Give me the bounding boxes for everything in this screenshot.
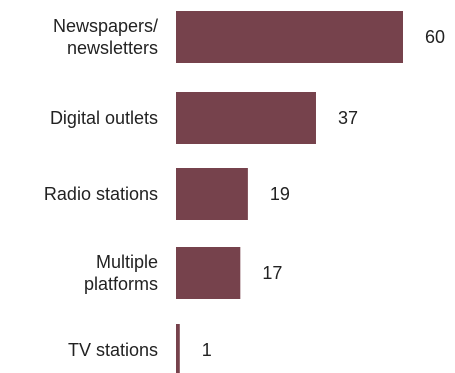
category-label-0: Newspapers/newsletters xyxy=(53,16,158,58)
value-label-4: 1 xyxy=(202,340,212,360)
category-label-1: Digital outlets xyxy=(50,108,158,128)
bar-3 xyxy=(176,247,241,299)
value-label-0: 60 xyxy=(425,27,445,47)
bar-2 xyxy=(176,168,248,220)
value-label-1: 37 xyxy=(338,108,358,128)
value-label-2: 19 xyxy=(270,184,290,204)
category-label-3: Multiple platforms xyxy=(84,252,158,294)
value-label-3: 17 xyxy=(262,263,282,283)
bar-0 xyxy=(176,11,403,63)
category-label-2: Radio stations xyxy=(44,184,158,204)
category-label-4: TV stations xyxy=(68,340,158,360)
bar-4 xyxy=(176,324,180,373)
bar-1 xyxy=(176,92,316,144)
